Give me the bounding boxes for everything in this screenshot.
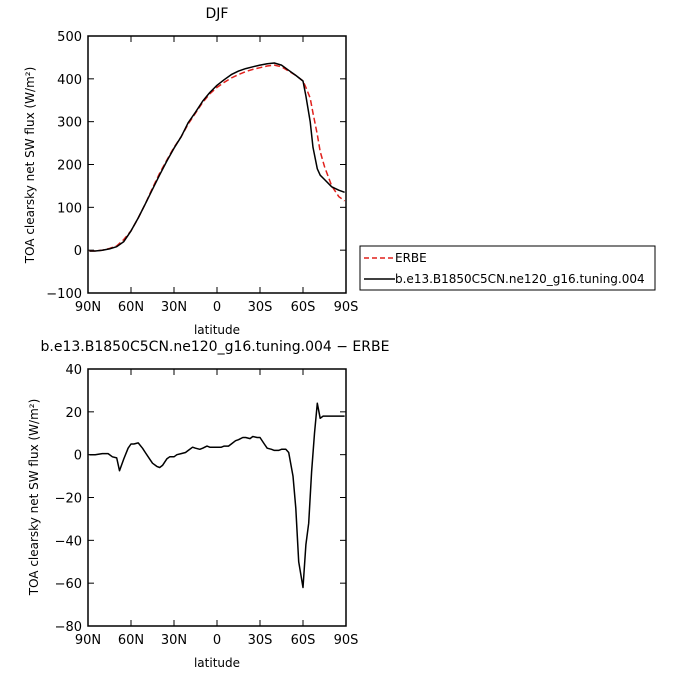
bottom-x-axis-label: latitude xyxy=(194,656,240,670)
bottom-y-tick-label: 20 xyxy=(65,406,82,421)
top-chart-title: DJF xyxy=(206,6,229,22)
bottom-y-tick-label: −40 xyxy=(55,534,82,549)
bottom-y-tick-label: 0 xyxy=(74,449,82,464)
top-x-tick-label: 60N xyxy=(118,300,144,315)
bottom-series xyxy=(89,402,345,589)
bottom-y-tick-label: −80 xyxy=(55,620,82,635)
top-x-tick-label: 90N xyxy=(75,300,101,315)
top-y-tick-label: −100 xyxy=(46,287,82,302)
top-y-tick-label: 500 xyxy=(57,30,82,45)
legend-model-label: b.e13.B1850C5CN.ne120_g16.tuning.004 xyxy=(395,272,645,286)
bottom-x-tick-label: 60S xyxy=(291,633,316,648)
top-y-tick-label: 400 xyxy=(57,73,82,88)
bottom-ticks: 90N 60N 30N 0 30S 60S 90S −80 −60 −40 −20 0 20 40 xyxy=(55,363,359,648)
bottom-y-tick-label: −60 xyxy=(55,577,82,592)
bottom-y-tick-label: 40 xyxy=(65,363,82,378)
bottom-plot-frame xyxy=(87,368,347,627)
legend-box xyxy=(359,245,656,291)
bottom-x-tick-label: 30N xyxy=(161,633,187,648)
top-series-line-1 xyxy=(89,62,345,252)
bottom-x-tick-label: 30S xyxy=(248,633,273,648)
top-y-tick-label: 300 xyxy=(57,116,82,131)
top-x-axis-label: latitude xyxy=(194,323,240,337)
top-series-line-0 xyxy=(89,64,346,252)
bottom-chart-title: b.e13.B1850C5CN.ne120_g16.tuning.004 − E… xyxy=(41,339,390,355)
bottom-x-tick-label: 90S xyxy=(334,633,359,648)
bottom-y-tick-label: −20 xyxy=(55,492,82,507)
top-ticks: 90N 60N 30N 0 30S 60S 90S −100 0 100 200 300 400 500 xyxy=(46,30,358,315)
legend-erbe-label: ERBE xyxy=(395,251,427,265)
top-x-tick-label: 0 xyxy=(213,300,221,315)
top-y-tick-label: 0 xyxy=(74,244,82,259)
bottom-x-tick-label: 0 xyxy=(213,633,221,648)
top-x-tick-label: 30N xyxy=(161,300,187,315)
top-x-tick-label: 30S xyxy=(248,300,273,315)
top-y-tick-label: 200 xyxy=(57,159,82,174)
top-y-axis-label: TOA clearsky net SW flux (W/m²) xyxy=(23,67,37,265)
top-plot-frame xyxy=(87,35,347,294)
top-panel: DJF 90N 60N 30N 0 30S 60S 90S −100 0 100 200 300 400… xyxy=(23,6,358,337)
legend: ERBE b.e13.B1850C5CN.ne120_g16.tuning.00… xyxy=(359,245,656,291)
bottom-x-tick-label: 90N xyxy=(75,633,101,648)
top-y-tick-label: 100 xyxy=(57,201,82,216)
top-x-tick-label: 60S xyxy=(291,300,316,315)
bottom-panel: b.e13.B1850C5CN.ne120_g16.tuning.004 − E… xyxy=(27,339,389,670)
top-x-tick-label: 90S xyxy=(334,300,359,315)
bottom-series-line-0 xyxy=(89,402,345,589)
bottom-x-tick-label: 60N xyxy=(118,633,144,648)
top-series xyxy=(89,62,346,252)
bottom-y-axis-label: TOA clearsky net SW flux (W/m²) xyxy=(27,399,41,597)
